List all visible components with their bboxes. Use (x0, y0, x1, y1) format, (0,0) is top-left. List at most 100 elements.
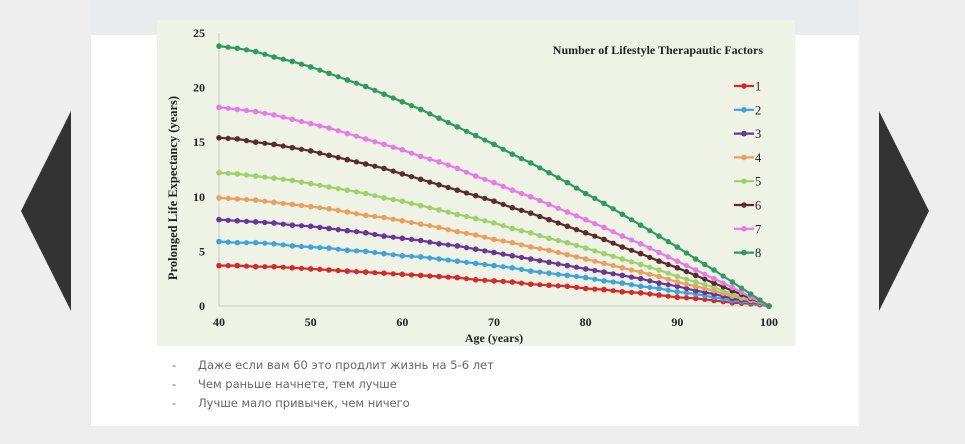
data-marker (463, 230, 470, 236)
data-point (619, 244, 626, 250)
data-point (344, 268, 351, 274)
data-point (326, 267, 332, 273)
data-marker (317, 205, 323, 211)
data-marker (372, 87, 378, 93)
data-point (564, 223, 571, 230)
data-marker (518, 266, 525, 272)
data-marker (335, 186, 341, 192)
data-point (271, 241, 277, 247)
data-point (619, 272, 626, 279)
legend-swatch-marker (741, 83, 747, 89)
data-marker (427, 205, 433, 211)
data-point (362, 136, 369, 142)
data-point (564, 179, 571, 186)
y-tick-label: 25 (193, 26, 205, 40)
data-point (637, 269, 644, 275)
data-point (289, 116, 296, 123)
data-point (216, 262, 222, 269)
data-marker (482, 176, 488, 182)
legend-item: 8 (734, 246, 761, 260)
data-point (307, 203, 314, 210)
data-point (289, 58, 296, 65)
data-marker (482, 261, 488, 268)
legend-label: 6 (755, 199, 761, 213)
data-point (381, 214, 387, 221)
data-marker (335, 74, 341, 80)
data-point (326, 245, 332, 251)
data-marker (335, 207, 341, 213)
next-slide-button[interactable] (879, 111, 929, 311)
data-marker (647, 284, 653, 290)
data-marker (720, 284, 726, 290)
legend-label: 2 (755, 103, 761, 117)
data-marker (445, 162, 451, 168)
data-point (289, 201, 296, 208)
data-point (527, 194, 534, 200)
x-tick-label: 90 (671, 315, 683, 329)
data-marker (628, 267, 635, 273)
legend-swatch-marker (741, 226, 747, 232)
data-marker (298, 265, 305, 271)
data-marker (408, 236, 415, 242)
bullet-item: - Чем раньше начнете, тем лучше (172, 375, 494, 394)
data-point (271, 263, 277, 270)
prev-slide-button[interactable] (21, 111, 71, 311)
data-marker (647, 264, 653, 270)
data-marker (628, 217, 635, 223)
data-point (656, 249, 662, 256)
data-marker (683, 295, 690, 301)
data-point (381, 165, 387, 172)
data-marker (647, 228, 653, 234)
data-marker (353, 133, 360, 139)
data-point (399, 271, 406, 278)
x-tick-label: 100 (760, 315, 778, 329)
data-point (601, 286, 607, 293)
data-point (417, 254, 424, 260)
data-point (711, 275, 717, 282)
data-marker (353, 189, 360, 195)
data-marker (592, 233, 598, 239)
data-marker (647, 291, 653, 297)
data-marker (665, 254, 671, 260)
data-marker (665, 270, 671, 276)
data-point (362, 83, 369, 90)
data-marker (372, 193, 378, 199)
legend-item: 1 (734, 80, 761, 94)
data-marker (427, 239, 433, 245)
data-point (436, 241, 442, 247)
data-marker (500, 183, 506, 189)
legend-label: 3 (755, 127, 761, 141)
data-point (656, 280, 662, 286)
data-marker (372, 231, 378, 238)
data-point (692, 283, 699, 290)
data-point (674, 289, 681, 295)
data-point (472, 232, 479, 238)
legend-item: 2 (734, 103, 761, 117)
data-marker (628, 259, 635, 265)
data-point (766, 303, 772, 309)
data-point (381, 270, 387, 276)
data-point (454, 165, 461, 172)
data-point (674, 294, 681, 301)
data-point (509, 204, 516, 211)
data-marker (555, 237, 561, 244)
data-point (216, 216, 222, 223)
data-marker (427, 255, 433, 261)
data-point (582, 245, 589, 251)
data-marker (610, 240, 616, 246)
data-marker (592, 267, 598, 274)
legend-swatch-marker (741, 107, 747, 113)
data-marker (225, 263, 231, 269)
data-point (656, 233, 662, 239)
data-marker (573, 254, 580, 260)
data-point (582, 285, 589, 292)
data-point (619, 256, 626, 262)
data-point (509, 151, 516, 157)
data-marker (298, 118, 305, 125)
data-point (216, 238, 222, 245)
data-point (711, 284, 717, 291)
legend-label: 7 (755, 222, 761, 236)
data-marker (573, 284, 580, 290)
data-marker (757, 297, 763, 303)
data-marker (427, 111, 433, 117)
